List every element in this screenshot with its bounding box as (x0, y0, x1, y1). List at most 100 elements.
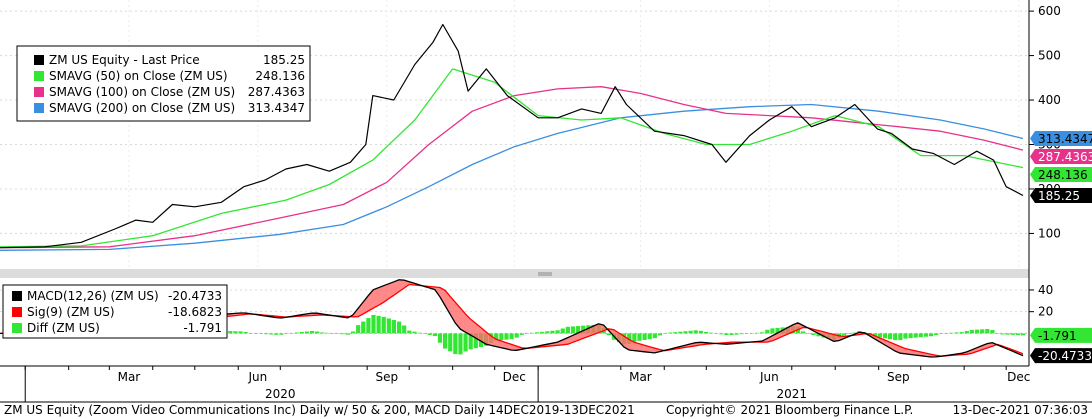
diff-histogram-bar (1015, 333, 1021, 336)
diff-histogram-bar (376, 315, 381, 334)
value-tag (1030, 149, 1092, 165)
series-line-smavg-50 (0, 68, 1024, 248)
diff-histogram-bar (627, 333, 632, 345)
value-tag-label: 248.136 (1038, 168, 1088, 182)
diff-histogram-bar (545, 331, 550, 334)
diff-histogram-bar (529, 332, 535, 334)
upper-value-tags: 313.4347 287.4363 248.136 185.25 (1030, 131, 1092, 204)
x-month-label: Mar (629, 370, 652, 384)
diff-histogram-bar (632, 333, 637, 342)
diff-histogram-bar (765, 329, 770, 334)
diff-histogram-bar (775, 327, 780, 334)
diff-histogram-bar (980, 329, 985, 334)
legend-value: 185.25 (263, 53, 305, 67)
diff-histogram-bar (550, 330, 555, 334)
diff-histogram-bar (448, 333, 453, 352)
diff-histogram-bar (289, 333, 294, 334)
value-tag (1030, 327, 1092, 343)
footer-description: ZM US Equity (Zoom Video Communications … (4, 403, 635, 417)
upper-y-tick-label: 400 (1038, 93, 1061, 107)
diff-histogram-bar (575, 326, 581, 334)
diff-histogram-bar (581, 325, 586, 334)
legend-swatch (34, 55, 44, 65)
x-year-label: 2021 (777, 387, 808, 401)
diff-histogram-bar (243, 331, 248, 334)
diff-histogram-bar (724, 333, 729, 336)
footer-timestamp: 13-Dec-2021 07:36:03 (953, 403, 1088, 417)
diff-histogram-bar (540, 331, 545, 334)
series-line-smavg-200 (0, 103, 1024, 251)
diff-histogram-bar (1005, 333, 1010, 335)
diff-histogram-bar (1010, 333, 1015, 335)
diff-histogram-bar (652, 333, 657, 339)
diff-histogram-bar (453, 333, 458, 355)
diff-histogram-bar (882, 333, 888, 339)
diff-histogram-bar (1021, 333, 1026, 336)
diff-histogram-bar (985, 329, 990, 334)
diff-histogram-bar (760, 332, 765, 334)
legend-swatch (34, 71, 44, 81)
diff-histogram-bar (565, 326, 570, 334)
diff-histogram-bar (570, 326, 576, 334)
value-tag-label: 287.4363 (1038, 150, 1092, 164)
upper-legend: ZM US Equity - Last Price 185.25 SMAVG (50… (16, 45, 311, 122)
diff-histogram-bar (693, 330, 698, 334)
diff-histogram-bar (893, 333, 898, 341)
diff-histogram-bar (473, 333, 478, 349)
diff-histogram-bar (258, 333, 264, 334)
diff-histogram-bar (274, 333, 279, 335)
diff-histogram-bar (903, 333, 908, 339)
diff-histogram-bar (841, 333, 847, 336)
diff-histogram-bar (606, 333, 611, 336)
value-tag (1030, 131, 1092, 147)
diff-histogram-bar (683, 331, 688, 334)
lower-legend-box (2, 284, 228, 339)
diff-histogram-bar (519, 333, 524, 335)
upper-series (0, 23, 1024, 251)
diff-histogram-bar (361, 321, 366, 334)
diff-histogram-bar (847, 333, 852, 335)
lower-y-tick-label: 20 (1038, 305, 1053, 319)
diff-histogram-bar (494, 333, 499, 341)
legend-value: 287.4363 (248, 85, 305, 99)
diff-histogram-bar (918, 333, 923, 338)
diff-histogram-bar (325, 332, 330, 334)
legend-label: SMAVG (200) on Close (ZM US) (49, 101, 235, 115)
diff-histogram-bar (315, 331, 320, 334)
legend-value: 313.4347 (248, 101, 305, 115)
footer-copyright: Copyright© 2021 Bloomberg Finance L.P. (666, 403, 913, 417)
x-month-label: Dec (1007, 370, 1030, 384)
value-tag (1030, 348, 1092, 364)
legend-label: MACD(12,26) (ZM US) (27, 289, 159, 303)
upper-y-tick-label: 600 (1038, 4, 1061, 18)
diff-histogram-bar (509, 333, 514, 340)
diff-histogram-bar (279, 333, 284, 335)
diff-histogram-bar (443, 333, 448, 349)
diff-histogram-bar (228, 331, 233, 334)
legend-swatch (34, 87, 44, 97)
diff-histogram-bar (898, 333, 903, 341)
diff-histogram-bar (739, 333, 744, 335)
diff-histogram-bar (852, 332, 857, 334)
panel-divider[interactable] (0, 269, 1029, 278)
upper-y-tick-label: 100 (1038, 226, 1061, 240)
diff-histogram-bar (366, 318, 371, 334)
lower-y-tick-label: 40 (1038, 283, 1053, 297)
series-line-smavg-100 (0, 86, 1024, 249)
diff-histogram-bar (811, 333, 816, 335)
diff-histogram-bar (386, 318, 391, 334)
upper-legend-box (16, 45, 311, 122)
diff-histogram-bar (463, 333, 468, 352)
diff-histogram-bar (703, 331, 709, 334)
diff-histogram-bar (990, 329, 995, 334)
diff-histogram-bar (714, 333, 719, 334)
diff-histogram-bar (913, 333, 918, 338)
diff-histogram-bar (437, 333, 443, 343)
diff-histogram-bar (744, 333, 749, 334)
diff-histogram-bar (770, 328, 775, 334)
diff-histogram-bar (304, 331, 310, 334)
diff-histogram-bar (248, 333, 253, 334)
diff-histogram-bar (944, 333, 949, 334)
legend-label: SMAVG (50) on Close (ZM US) (49, 69, 228, 83)
diff-histogram-bar (345, 333, 351, 335)
